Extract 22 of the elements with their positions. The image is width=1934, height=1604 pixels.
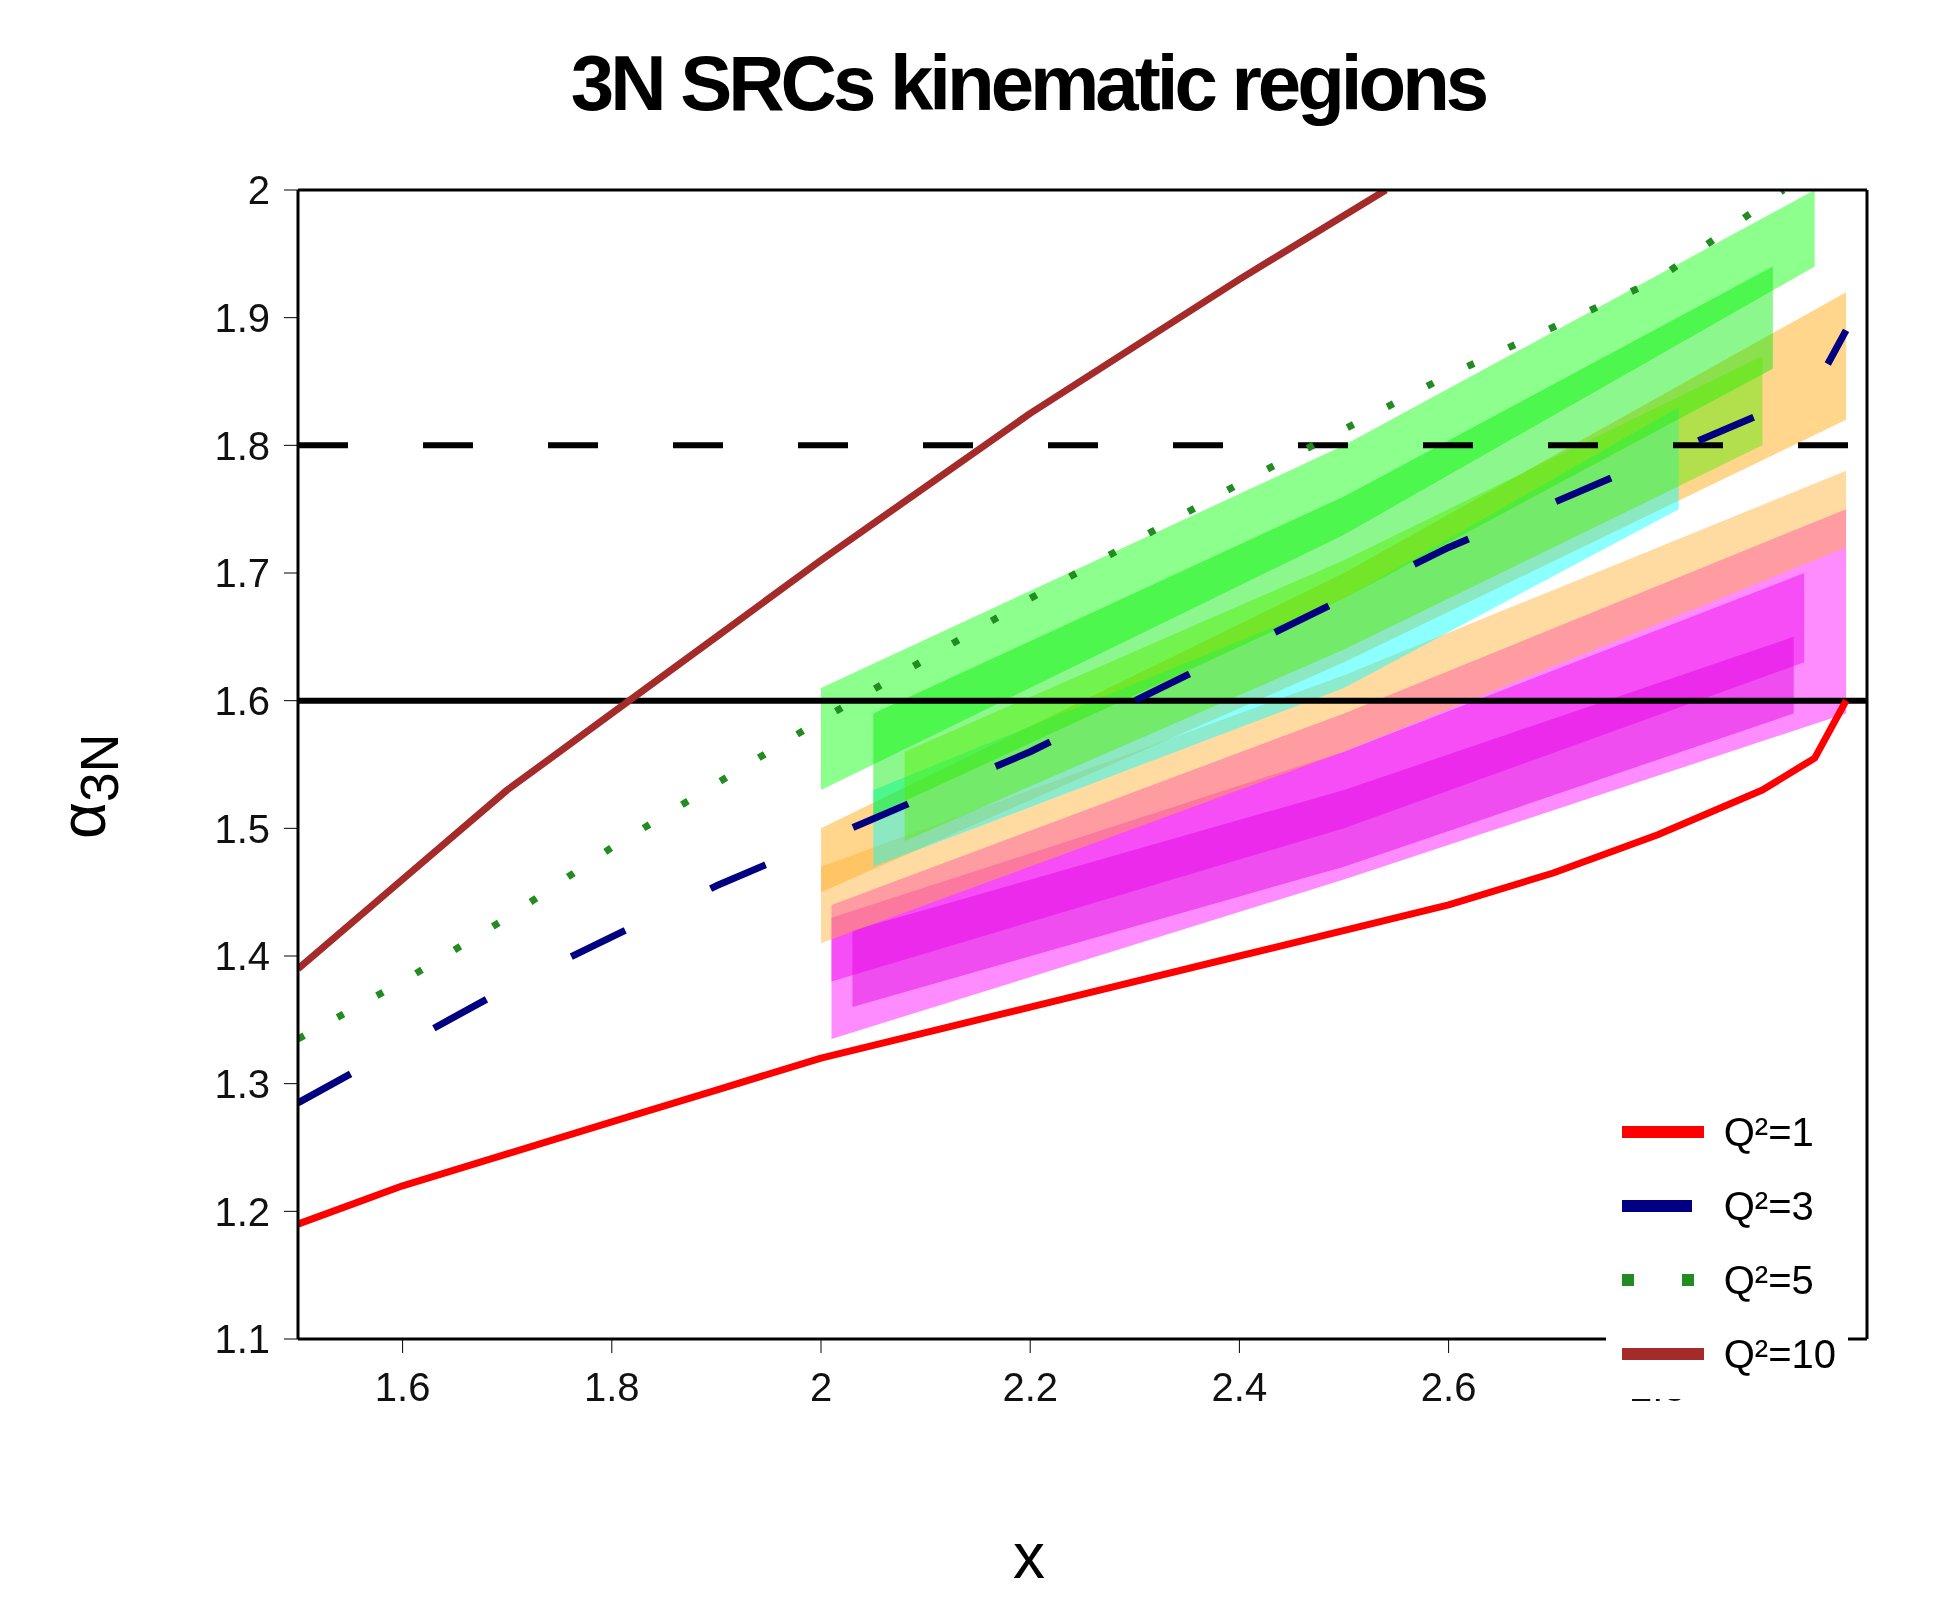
x-tick-label: 2.6	[1420, 1365, 1477, 1410]
legend-label: Q²=10	[1723, 1331, 1836, 1377]
y-tick-label: 1.8	[214, 423, 270, 468]
x-tick-label: 2	[809, 1365, 833, 1410]
y-tick-label: 1.9	[214, 295, 270, 340]
y-tick-label: 1.1	[214, 1317, 270, 1362]
x-axis-title: x	[1013, 1519, 1045, 1593]
y-tick-label: 1.5	[214, 806, 270, 851]
legend-label: Q²=1	[1723, 1109, 1814, 1155]
y-tick-label: 1.7	[214, 551, 270, 596]
x-tick-label: 1.8	[584, 1365, 640, 1410]
y-tick-label: 1.3	[214, 1061, 270, 1106]
chart-title: 3N SRCs kinematic regions	[569, 38, 1487, 129]
y-tick-label: 2	[247, 168, 270, 213]
x-tick-label: 1.6	[374, 1365, 431, 1410]
legend-label: Q²=3	[1723, 1183, 1814, 1229]
y-tick-label: 1.6	[214, 678, 270, 723]
x-tick-label: 2.2	[1002, 1365, 1058, 1410]
y-tick-label: 1.4	[214, 934, 270, 979]
x-tick-label: 2.4	[1211, 1365, 1268, 1410]
y-tick-label: 1.2	[214, 1189, 270, 1234]
legend-label: Q²=5	[1723, 1257, 1814, 1303]
